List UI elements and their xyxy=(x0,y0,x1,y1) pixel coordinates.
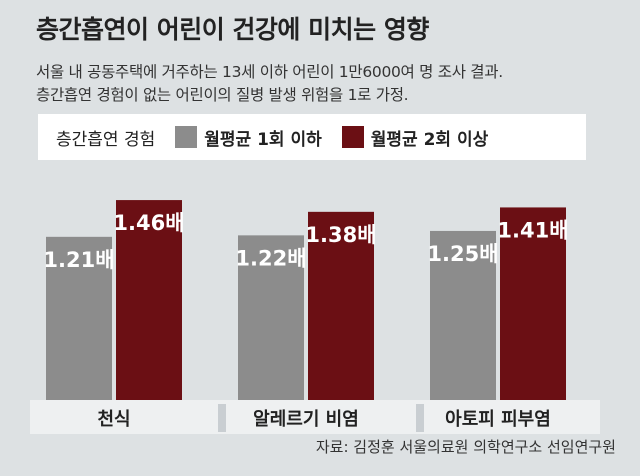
bar-once-or-less-1 xyxy=(238,235,304,400)
data-label-twice-or-more-1: 1.38배 xyxy=(305,223,376,247)
data-label-once-or-less-1: 1.22배 xyxy=(235,246,306,270)
legend-item-twice-or-more: 월평균 2회 이상 xyxy=(341,125,489,150)
legend-title: 층간흡연 경험 xyxy=(56,129,156,150)
legend-label-twice-or-more: 월평균 2회 이상 xyxy=(370,129,489,150)
legend-label-once-or-less: 월평균 1회 이하 xyxy=(204,129,322,150)
legend-item-once-or-less: 월평균 1회 이하 xyxy=(175,125,322,150)
category-separator-0 xyxy=(218,404,226,432)
source-note: 자료: 김정훈 서울의료원 의학연구소 선임연구원 xyxy=(315,438,616,456)
legend-swatch-darkred xyxy=(341,126,364,148)
bar-twice-or-more-1 xyxy=(308,211,374,400)
category-label-2: 아토피 피부염 xyxy=(445,409,551,430)
data-label-once-or-less-2: 1.25배 xyxy=(427,242,498,266)
chart-subtitle-line1: 서울 내 공동주택에 거주하는 13세 이하 어린이 1만6000여 명 조사 … xyxy=(36,63,503,81)
data-label-once-or-less-0: 1.21배 xyxy=(43,248,114,272)
category-label-0: 천식 xyxy=(97,409,130,430)
bar-twice-or-more-2 xyxy=(500,207,566,400)
bar-twice-or-more-0 xyxy=(116,200,182,400)
bar-once-or-less-0 xyxy=(46,236,112,400)
category-separator-1 xyxy=(416,404,424,432)
category-band xyxy=(30,400,600,434)
category-label-1: 알레르기 비염 xyxy=(253,409,359,430)
chart-subtitle-line2: 층간흡연 경험이 없는 어린이의 질병 발생 위험을 1로 가정. xyxy=(36,86,409,104)
legend-swatch-gray xyxy=(175,126,198,148)
bar-once-or-less-2 xyxy=(430,230,496,400)
chart-title: 층간흡연이 어린이 건강에 미치는 영향 xyxy=(36,15,429,44)
legend: 층간흡연 경험 월평균 1회 이하 월평균 2회 이상 xyxy=(38,114,586,160)
data-label-twice-or-more-2: 1.41배 xyxy=(497,218,568,242)
data-label-twice-or-more-0: 1.46배 xyxy=(113,211,184,235)
